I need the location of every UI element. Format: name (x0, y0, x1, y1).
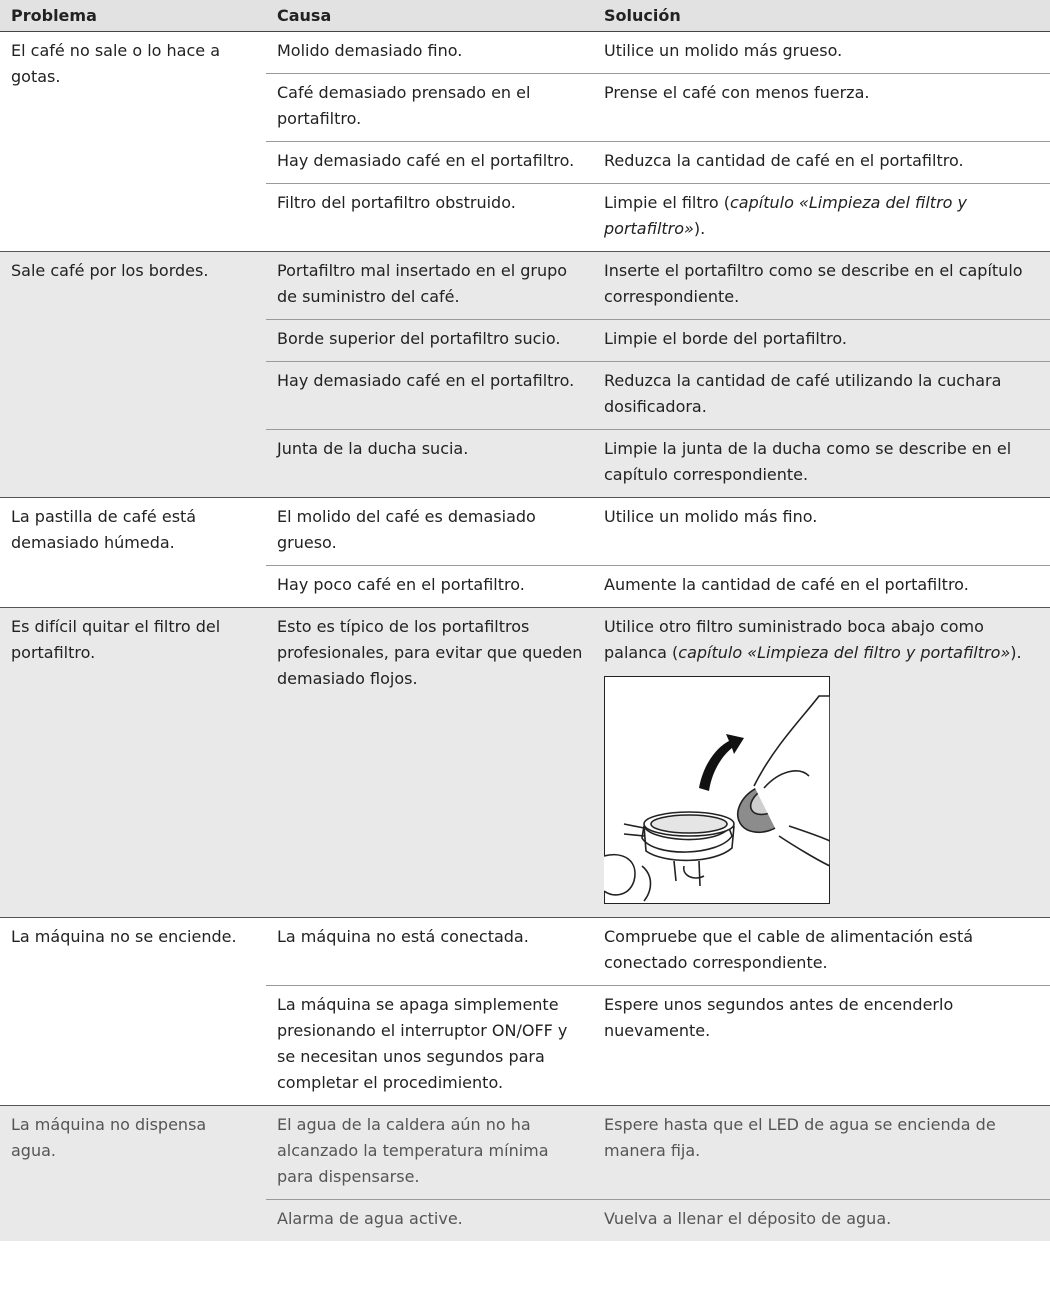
solution-text: ). (693, 219, 706, 238)
solution-text: Reduzca la cantidad de café utilizando l… (604, 371, 1002, 416)
solution-text: Prense el café con menos fuerza. (604, 83, 870, 102)
table-row: Sale café por los bordes. Portafiltro mal… (0, 251, 1050, 498)
cause-cell: Alarma de agua active. (266, 1199, 593, 1241)
cause-cell: Junta de la ducha sucia. (266, 429, 593, 498)
cause-cell: Hay demasiado café en el portafiltro. (266, 141, 593, 184)
solution-reference: capítulo «Limpieza del filtro y portafil… (604, 193, 967, 238)
illustration (604, 676, 830, 904)
cause-cell: Café demasiado prensado en el portafiltr… (266, 73, 593, 142)
solution-cell: Utilice otro filtro suministrado boca ab… (593, 607, 1050, 918)
solution-text: Limpie el borde del portafiltro. (604, 329, 847, 348)
solution-cell: Compruebe que el cable de alimentación e… (593, 917, 1050, 986)
table-row: La máquina no dispensa agua. El agua de l… (0, 1105, 1050, 1241)
table-row: La máquina se apaga simplemente presiona… (0, 985, 1050, 1106)
cause-cell: La máquina se apaga simplemente presiona… (266, 985, 593, 1106)
solution-reference: capítulo «Limpieza del filtro y portafil… (678, 643, 1011, 662)
solution-text: Utilice un molido más grueso. (604, 41, 843, 60)
solution-text: Limpie el filtro ( (604, 193, 730, 212)
solution-text: Inserte el portafiltro como se describe … (604, 261, 1023, 306)
problem-cell: La máquina no dispensa agua. (0, 1105, 266, 1241)
solution-cell: Espere unos segundos antes de encenderlo… (593, 985, 1050, 1106)
header-cell: Problema (0, 0, 266, 32)
header-cell: Causa (266, 0, 593, 32)
solution-cell: Inserte el portafiltro como se describe … (593, 251, 1050, 320)
problem-cell: Es difícil quitar el filtro del portafil… (0, 607, 266, 918)
problem-cell: El café no sale o lo hace a gotas. (11, 41, 221, 86)
troubleshooting-table: Problema Causa Solución El café no sale o … (0, 0, 1050, 1241)
solution-cell: Espere hasta que el LED de agua se encie… (593, 1105, 1050, 1200)
solution-cell: Reduzca la cantidad de café utilizando l… (593, 361, 1050, 430)
table-row: Hay demasiado café en el portafiltro. Red… (0, 141, 1050, 184)
header-cell: Solución (593, 0, 1050, 32)
solution-text: Utilice un molido más fino. (604, 507, 818, 526)
table-row: Café demasiado prensado en el portafiltr… (0, 73, 1050, 142)
solution-text: ). (1010, 643, 1022, 662)
header-row: Problema Causa Solución (0, 0, 1050, 32)
cause-cell: Hay poco café en el portafiltro. (266, 565, 593, 608)
table-row: La máquina no se enciende. La máquina no … (0, 917, 1050, 1106)
cause-cell: Filtro del portafiltro obstruido. (266, 183, 593, 252)
cause-cell: Molido demasiado fino. (277, 41, 463, 60)
solution-text: Limpie la junta de la ducha como se desc… (604, 439, 1012, 484)
table-row: Hay poco café en el portafiltro. Aumente … (0, 565, 1050, 608)
table-row: Borde superior del portafiltro sucio. Lim… (0, 319, 1050, 362)
table-row: El café no sale o lo hace a gotas. Molido… (0, 32, 1050, 86)
solution-cell: Utilice un molido más grueso. (593, 32, 1050, 74)
cause-cell: Borde superior del portafiltro sucio. (266, 319, 593, 362)
solution-text: Utilice otro filtro suministrado boca ab… (604, 617, 984, 662)
solution-cell: Limpie la junta de la ducha como se desc… (593, 429, 1050, 498)
cause-cell: El agua de la caldera aún no ha alcanzad… (266, 1105, 593, 1200)
solution-cell: Limpie el filtro (capítulo «Limpieza del… (593, 183, 1050, 252)
cause-cell: Hay demasiado café en el portafiltro. (266, 361, 593, 430)
table-row: Filtro del portafiltro obstruido. Limpie … (0, 183, 1050, 252)
problem-cell: La máquina no se enciende. (0, 917, 266, 1106)
table-row: Es difícil quitar el filtro del portafil… (0, 607, 1050, 918)
solution-text: Vuelva a llenar el déposito de agua. (604, 1209, 892, 1228)
table-row: Hay demasiado café en el portafiltro. Red… (0, 361, 1050, 430)
solution-cell: Utilice un molido más fino. (593, 497, 1050, 566)
solution-text: Espere unos segundos antes de encenderlo… (604, 995, 954, 1040)
cause-cell: El molido del café es demasiado grueso. (266, 497, 593, 566)
solution-cell: Limpie el borde del portafiltro. (593, 319, 1050, 362)
table-row: Alarma de agua active. Vuelva a llenar el… (0, 1199, 1050, 1241)
solution-text: Espere hasta que el LED de agua se encie… (604, 1115, 996, 1160)
cause-cell: Esto es típico de los portafiltros profe… (266, 607, 593, 918)
cause-cell: Portafiltro mal insertado en el grupo de… (266, 251, 593, 320)
solution-cell: Prense el café con menos fuerza. (593, 73, 1050, 142)
solution-text: Aumente la cantidad de café en el portaf… (604, 575, 969, 594)
table-row: La pastilla de café está demasiado húmed… (0, 497, 1050, 608)
solution-cell: Vuelva a llenar el déposito de agua. (593, 1199, 1050, 1241)
solution-text: Reduzca la cantidad de café en el portaf… (604, 151, 964, 170)
cause-cell: La máquina no está conectada. (266, 917, 593, 986)
solution-cell: Reduzca la cantidad de café en el portaf… (593, 141, 1050, 184)
solution-cell: Aumente la cantidad de café en el portaf… (593, 565, 1050, 608)
table-row: Junta de la ducha sucia. Limpie la junta … (0, 429, 1050, 498)
problem-cell: La pastilla de café está demasiado húmed… (0, 497, 266, 608)
solution-text: Compruebe que el cable de alimentación e… (604, 927, 974, 972)
problem-cell: Sale café por los bordes. (0, 251, 266, 498)
